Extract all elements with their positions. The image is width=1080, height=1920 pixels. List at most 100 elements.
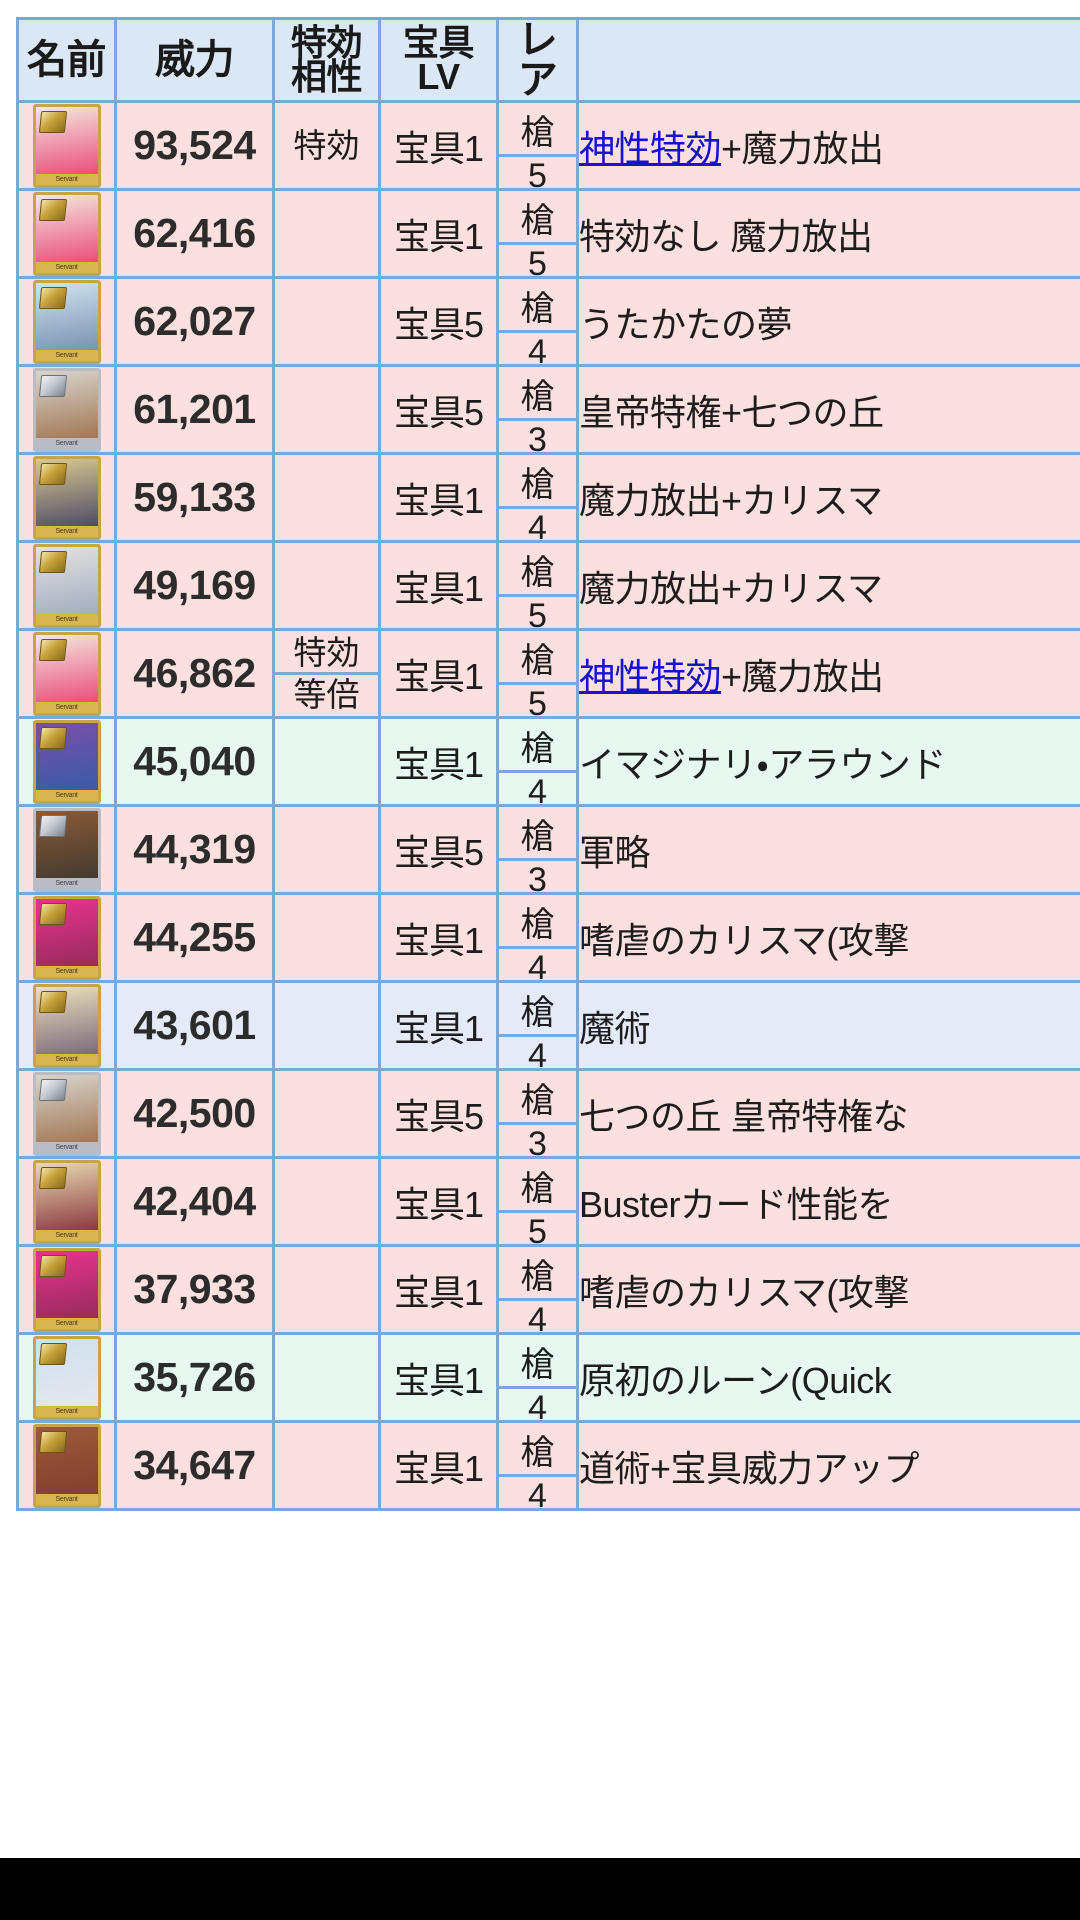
table-row[interactable]: Servant 34,647 宝具1 槍 4 道術+宝具威力アップ [17, 1421, 1080, 1515]
servant-thumbnail-cell[interactable]: Servant [17, 453, 117, 543]
servant-thumbnail-cell[interactable]: Servant [17, 629, 117, 719]
servant-card-icon[interactable]: Servant [32, 367, 101, 452]
skill-note-text: 原初のルーン(Quick [579, 1359, 892, 1401]
card-footer-label: Servant [35, 1317, 98, 1329]
np-level-value: 宝具1 [379, 453, 499, 543]
servant-thumbnail-cell[interactable]: Servant [17, 893, 117, 983]
servant-card-icon[interactable]: Servant [32, 1159, 101, 1244]
table-row[interactable]: Servant 45,040 宝具1 槍 4 イマジナリ・アラウンド [17, 717, 1080, 811]
servant-thumbnail-cell[interactable]: Servant [17, 805, 117, 895]
servant-class-value: 槍 [499, 369, 576, 421]
np-damage-value: 42,404 [115, 1157, 275, 1247]
servant-class-value: 槍 [499, 721, 576, 773]
affinity-cell [273, 805, 381, 895]
servant-thumbnail-cell[interactable]: Servant [17, 189, 117, 279]
column-header-affinity[interactable]: 特効 相性 [273, 18, 381, 103]
servant-thumbnail-cell[interactable]: Servant [17, 981, 117, 1071]
servant-card-icon[interactable]: Servant [32, 103, 101, 188]
servant-card-icon[interactable]: Servant [32, 455, 101, 540]
table-row[interactable]: Servant 59,133 宝具1 槍 4 魔力放出+カリスマ [17, 453, 1080, 547]
servant-card-icon[interactable]: Servant [32, 1335, 101, 1420]
servant-card-icon[interactable]: Servant [32, 631, 101, 716]
table-row[interactable]: Servant 49,169 宝具1 槍 5 魔力放出+カリスマ [17, 541, 1080, 635]
column-header-rarity[interactable]: レア [497, 18, 579, 103]
table-row[interactable]: Servant 35,726 宝具1 槍 4 原初のルーン(Quick [17, 1333, 1080, 1427]
servant-card-icon[interactable]: Servant [32, 983, 101, 1068]
skill-note-text: イマジナリ・アラウンド [579, 743, 946, 785]
column-header-name-label: 名前 [27, 38, 107, 82]
skill-note-link[interactable]: 神性特効 [579, 127, 722, 169]
servant-thumbnail-cell[interactable]: Servant [17, 717, 117, 807]
servant-thumbnail-cell[interactable]: Servant [17, 1245, 117, 1335]
table-row[interactable]: Servant 62,416 宝具1 槍 5 特効なし 魔力放出 [17, 189, 1080, 283]
card-footer-label: Servant [35, 173, 98, 185]
column-header-np-lv[interactable]: 宝具 LV [379, 18, 499, 103]
servant-thumbnail-cell[interactable]: Servant [17, 365, 117, 455]
column-header-power[interactable]: 威力 [115, 18, 275, 103]
column-header-affinity-label: 特効 相性 [275, 24, 378, 94]
skill-note-text: +魔力放出 [721, 127, 884, 169]
servant-class-value: 槍 [499, 1249, 576, 1301]
table-row[interactable]: Servant 44,255 宝具1 槍 4 嗜虐のカリスマ(攻撃 [17, 893, 1080, 987]
skill-note-cell: 道術+宝具威力アップ [577, 1421, 1080, 1511]
servant-thumbnail-cell[interactable]: Servant [17, 1069, 117, 1159]
card-footer-label: Servant [35, 789, 98, 801]
column-header-name[interactable]: 名前 [17, 18, 117, 103]
skill-note-link[interactable]: 神性特効 [579, 655, 722, 697]
skill-note-cell: 魔力放出+カリスマ [577, 453, 1080, 543]
table-row[interactable]: Servant 62,027 宝具5 槍 4 うたかたの夢 [17, 277, 1080, 371]
skill-note-cell: うたかたの夢 [577, 277, 1080, 367]
table-row[interactable]: Servant 42,500 宝具5 槍 3 七つの丘 皇帝特権な [17, 1069, 1080, 1163]
rarity-star-value: 3 [528, 420, 547, 459]
column-header-power-label: 威力 [155, 38, 235, 82]
card-footer-label: Servant [35, 877, 98, 889]
table-row[interactable]: Servant 42,404 宝具1 槍 5 Busterカード性能を [17, 1157, 1080, 1251]
skill-note-text: 魔力放出+カリスマ [579, 567, 883, 609]
rarity-star-value: 4 [528, 332, 547, 371]
column-header-notes[interactable] [577, 18, 1080, 103]
class-emblem-icon [38, 110, 67, 133]
servant-card-icon[interactable]: Servant [32, 719, 101, 804]
skill-note-text: 特効なし 魔力放出 [579, 215, 873, 257]
np-damage-value: 61,201 [115, 365, 275, 455]
servant-card-icon[interactable]: Servant [32, 191, 101, 276]
servant-thumbnail-cell[interactable]: Servant [17, 1333, 117, 1423]
table-row[interactable]: Servant 43,601 宝具1 槍 4 魔術 [17, 981, 1080, 1075]
servant-thumbnail-cell[interactable]: Servant [17, 101, 117, 191]
servant-thumbnail-cell[interactable]: Servant [17, 277, 117, 367]
skill-note-cell: イマジナリ・アラウンド [577, 717, 1080, 807]
affinity-cell [273, 717, 381, 807]
table-row[interactable]: Servant 44,319 宝具5 槍 3 軍略 [17, 805, 1080, 899]
servant-card-icon[interactable]: Servant [32, 1071, 101, 1156]
servant-thumbnail-cell[interactable]: Servant [17, 1421, 117, 1511]
table-row[interactable]: Servant 37,933 宝具1 槍 4 嗜虐のカリスマ(攻撃 [17, 1245, 1080, 1339]
class-emblem-icon [38, 1342, 67, 1365]
table-row[interactable]: Servant 61,201 宝具5 槍 3 皇帝特権+七つの丘 [17, 365, 1080, 459]
table-row[interactable]: Servant 93,524 特効 宝具1 槍 5 神性特効+魔力放出 [17, 101, 1080, 195]
servant-card-icon[interactable]: Servant [32, 807, 101, 892]
servant-thumbnail-cell[interactable]: Servant [17, 541, 117, 631]
skill-note-cell: 魔力放出+カリスマ [577, 541, 1080, 631]
servant-card-icon[interactable]: Servant [32, 543, 101, 628]
rarity-star-value: 4 [528, 1388, 547, 1427]
servant-class-value: 槍 [499, 897, 576, 949]
servant-card-icon[interactable]: Servant [32, 895, 101, 980]
servant-card-icon[interactable]: Servant [32, 279, 101, 364]
servant-class-value: 槍 [499, 457, 576, 509]
servant-class-value: 槍 [499, 105, 576, 157]
table-row[interactable]: Servant 46,862 特効 等倍 宝具1 槍 5 神性特効+魔力放出 [17, 629, 1080, 723]
servant-card-icon[interactable]: Servant [32, 1247, 101, 1332]
servant-thumbnail-cell[interactable]: Servant [17, 1157, 117, 1247]
servant-card-icon[interactable]: Servant [32, 1423, 101, 1508]
affinity-value-secondary: 等倍 [293, 676, 360, 714]
bottom-black-bar [0, 1858, 1080, 1920]
affinity-cell: 特効 等倍 [273, 629, 381, 719]
table-scroll-viewport[interactable]: 名前 威力 特効 相性 宝具 LV [16, 17, 1080, 1837]
rarity-star-value: 4 [528, 1476, 547, 1515]
